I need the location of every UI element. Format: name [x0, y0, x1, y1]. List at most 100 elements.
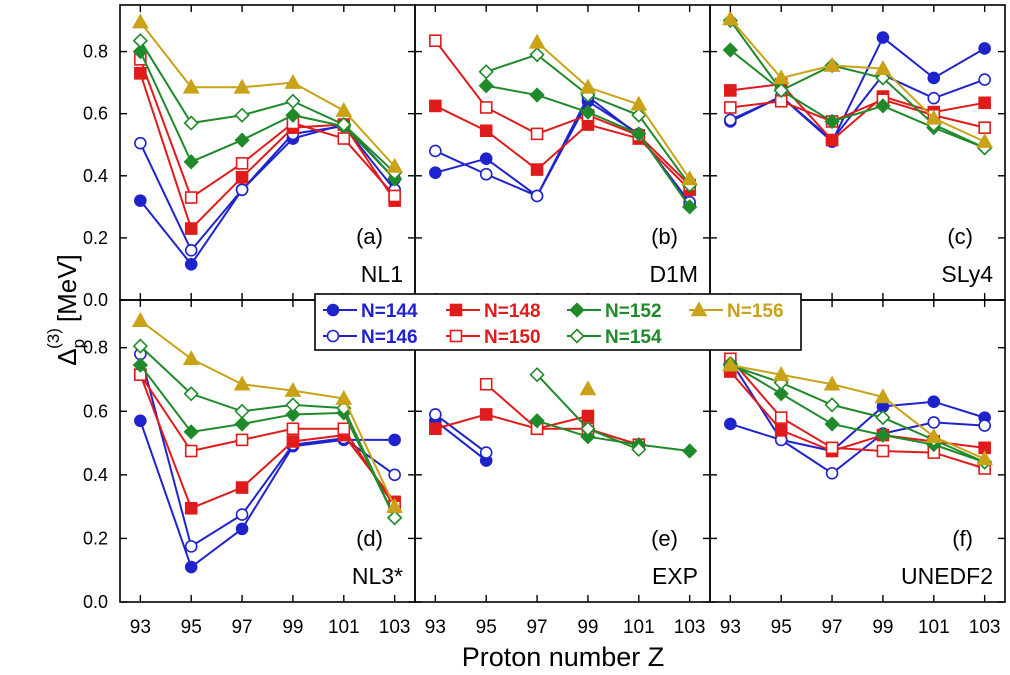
data-point [630, 95, 648, 111]
series-line [485, 383, 640, 446]
y-axis-label-symbol: Δ [52, 348, 82, 365]
legend-marker [569, 328, 585, 344]
data-point [285, 107, 301, 123]
data-point [529, 47, 545, 63]
series-line [139, 374, 396, 508]
legend-item-n-154: N=154 [567, 327, 662, 348]
data-point [978, 419, 991, 432]
series-n-154 [132, 338, 403, 526]
panel-frame [709, 4, 1006, 301]
series-line [139, 420, 395, 569]
data-point [724, 113, 737, 127]
data-point [722, 42, 738, 58]
x-tick-label: 99 [282, 617, 303, 638]
y-tick-label: 0.4 [83, 465, 108, 485]
x-tick-label: 101 [328, 617, 360, 638]
data-point [184, 444, 198, 458]
legend-item-n-152: N=152 [567, 301, 662, 322]
data-point [479, 101, 493, 114]
legend-item-n-146: N=146 [323, 327, 418, 348]
data-point [927, 91, 941, 105]
data-point [132, 338, 148, 354]
data-point [284, 381, 302, 397]
x-tick-label: 93 [425, 617, 446, 638]
series-n-152 [478, 78, 698, 215]
data-point [824, 397, 840, 413]
data-point [336, 116, 352, 133]
legend-marker [326, 303, 340, 317]
series-line [730, 83, 985, 142]
data-point [824, 113, 840, 130]
series-n-148 [429, 99, 696, 197]
data-point [874, 388, 892, 404]
legend-marker [569, 302, 585, 318]
legend-label: N=154 [605, 327, 662, 348]
data-point [529, 413, 545, 429]
panel-d1m: (b) D1M [414, 4, 711, 301]
data-point [235, 157, 249, 170]
legend-box [314, 293, 802, 351]
data-point [529, 367, 545, 383]
data-point [721, 356, 739, 372]
data-point [131, 312, 149, 327]
x-tick-label: 95 [771, 617, 792, 638]
legend-item-n-150: N=150 [446, 327, 541, 348]
series-line [139, 353, 396, 548]
series-n-156 [579, 380, 597, 396]
data-point [721, 10, 739, 26]
series-n-154 [132, 33, 403, 181]
data-point [234, 107, 250, 123]
data-point [235, 481, 249, 494]
x-tick-label: 101 [623, 617, 655, 638]
data-point [529, 87, 545, 103]
data-point [235, 522, 249, 536]
data-point [184, 501, 198, 515]
data-point [387, 510, 403, 526]
data-point [386, 157, 404, 173]
data-point [234, 416, 250, 432]
data-point [927, 416, 941, 429]
data-point [386, 497, 404, 513]
legend-marker [449, 329, 463, 343]
series-line [730, 364, 986, 460]
legend-item-n-144: N=144 [323, 301, 418, 322]
panel-nl3: 93 95 97 99 101 103 0.0 0.2 0.4 0.6 0.8 (d) NL3* [83, 299, 416, 638]
data-point [478, 78, 494, 94]
y-tick-label: 0.0 [83, 290, 108, 310]
x-tick-label: 103 [674, 617, 706, 638]
data-point [235, 171, 249, 184]
data-point [825, 441, 839, 455]
series-line [139, 364, 396, 519]
data-point [286, 435, 300, 448]
data-point [774, 424, 788, 437]
data-point [681, 170, 699, 186]
data-point [927, 71, 941, 85]
data-point [337, 132, 351, 145]
series-n-156 [528, 33, 699, 186]
x-tick-label: 97 [526, 617, 547, 638]
data-point [825, 133, 839, 147]
series-n-156 [721, 356, 994, 466]
data-point [284, 73, 302, 89]
data-point [184, 257, 198, 271]
series-line [729, 49, 986, 149]
data-point [478, 64, 494, 80]
y-axis-label: Δp (3) [MeV] [44, 254, 88, 366]
y-axis-label-unit: [MeV] [52, 254, 82, 322]
panel-name: EXP [652, 563, 698, 589]
data-point [182, 78, 200, 94]
panel-name: NL3* [352, 563, 403, 589]
data-point [134, 194, 147, 207]
y-tick-label: 0.2 [83, 228, 108, 248]
series-line [729, 73, 985, 142]
panel-tag: (c) [947, 224, 973, 249]
data-point [285, 93, 301, 109]
data-point [235, 508, 249, 521]
data-point [978, 73, 991, 86]
data-point [528, 33, 546, 49]
data-point [286, 422, 300, 436]
data-point [429, 144, 442, 158]
legend-label: N=156 [727, 301, 784, 322]
series-line [730, 98, 985, 129]
y-tick-label: 0.8 [83, 42, 108, 62]
